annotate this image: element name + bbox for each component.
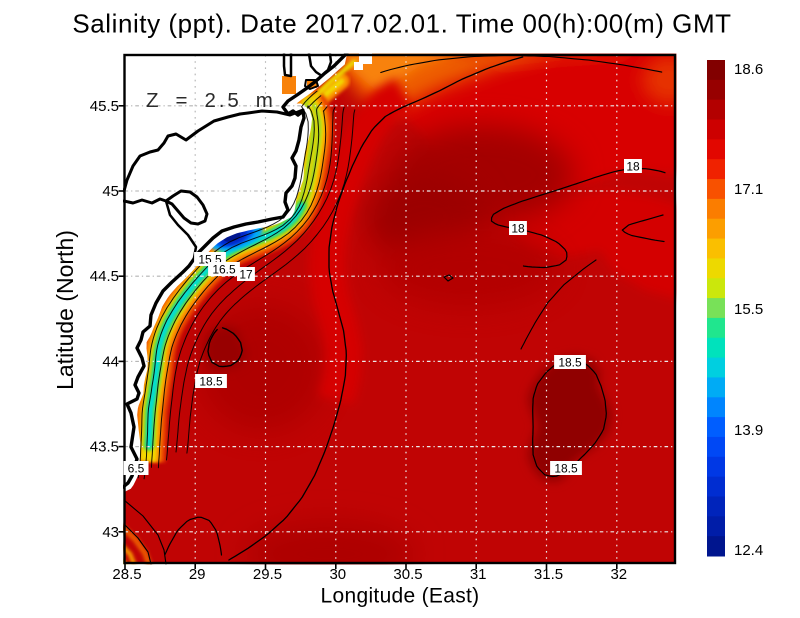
svg-text:32: 32 <box>610 566 627 583</box>
svg-text:18: 18 <box>626 159 640 173</box>
svg-text:16.5: 16.5 <box>212 262 236 276</box>
svg-text:Z = 2.5 m: Z = 2.5 m <box>146 89 276 112</box>
svg-text:17: 17 <box>239 267 253 281</box>
svg-text:18.6: 18.6 <box>734 61 763 78</box>
svg-text:30: 30 <box>329 566 346 583</box>
svg-text:43: 43 <box>102 524 119 541</box>
svg-text:Salinity (ppt). Date 2017.02.0: Salinity (ppt). Date 2017.02.01. Time 00… <box>72 9 731 39</box>
svg-text:18.5: 18.5 <box>199 374 223 388</box>
svg-text:Latitude (North): Latitude (North) <box>52 230 78 390</box>
svg-text:18.5: 18.5 <box>554 461 578 475</box>
svg-text:Longitude (East): Longitude (East) <box>321 585 480 608</box>
svg-text:12.4: 12.4 <box>734 542 763 559</box>
svg-text:13.9: 13.9 <box>734 422 763 439</box>
svg-text:45.5: 45.5 <box>90 98 119 115</box>
svg-text:29: 29 <box>189 566 206 583</box>
svg-text:45: 45 <box>102 183 119 200</box>
svg-text:29.5: 29.5 <box>253 566 282 583</box>
svg-text:43.5: 43.5 <box>90 439 119 456</box>
svg-text:18: 18 <box>511 221 525 235</box>
svg-text:30.5: 30.5 <box>393 566 422 583</box>
svg-text:31.5: 31.5 <box>534 566 563 583</box>
svg-text:15.5: 15.5 <box>734 301 763 318</box>
svg-text:31: 31 <box>470 566 487 583</box>
svg-text:17.1: 17.1 <box>734 181 763 198</box>
svg-text:44.5: 44.5 <box>90 268 119 285</box>
svg-text:28.5: 28.5 <box>112 566 141 583</box>
svg-text:18.5: 18.5 <box>558 355 582 369</box>
svg-text:44: 44 <box>102 353 119 370</box>
svg-text:6.5: 6.5 <box>128 461 145 475</box>
